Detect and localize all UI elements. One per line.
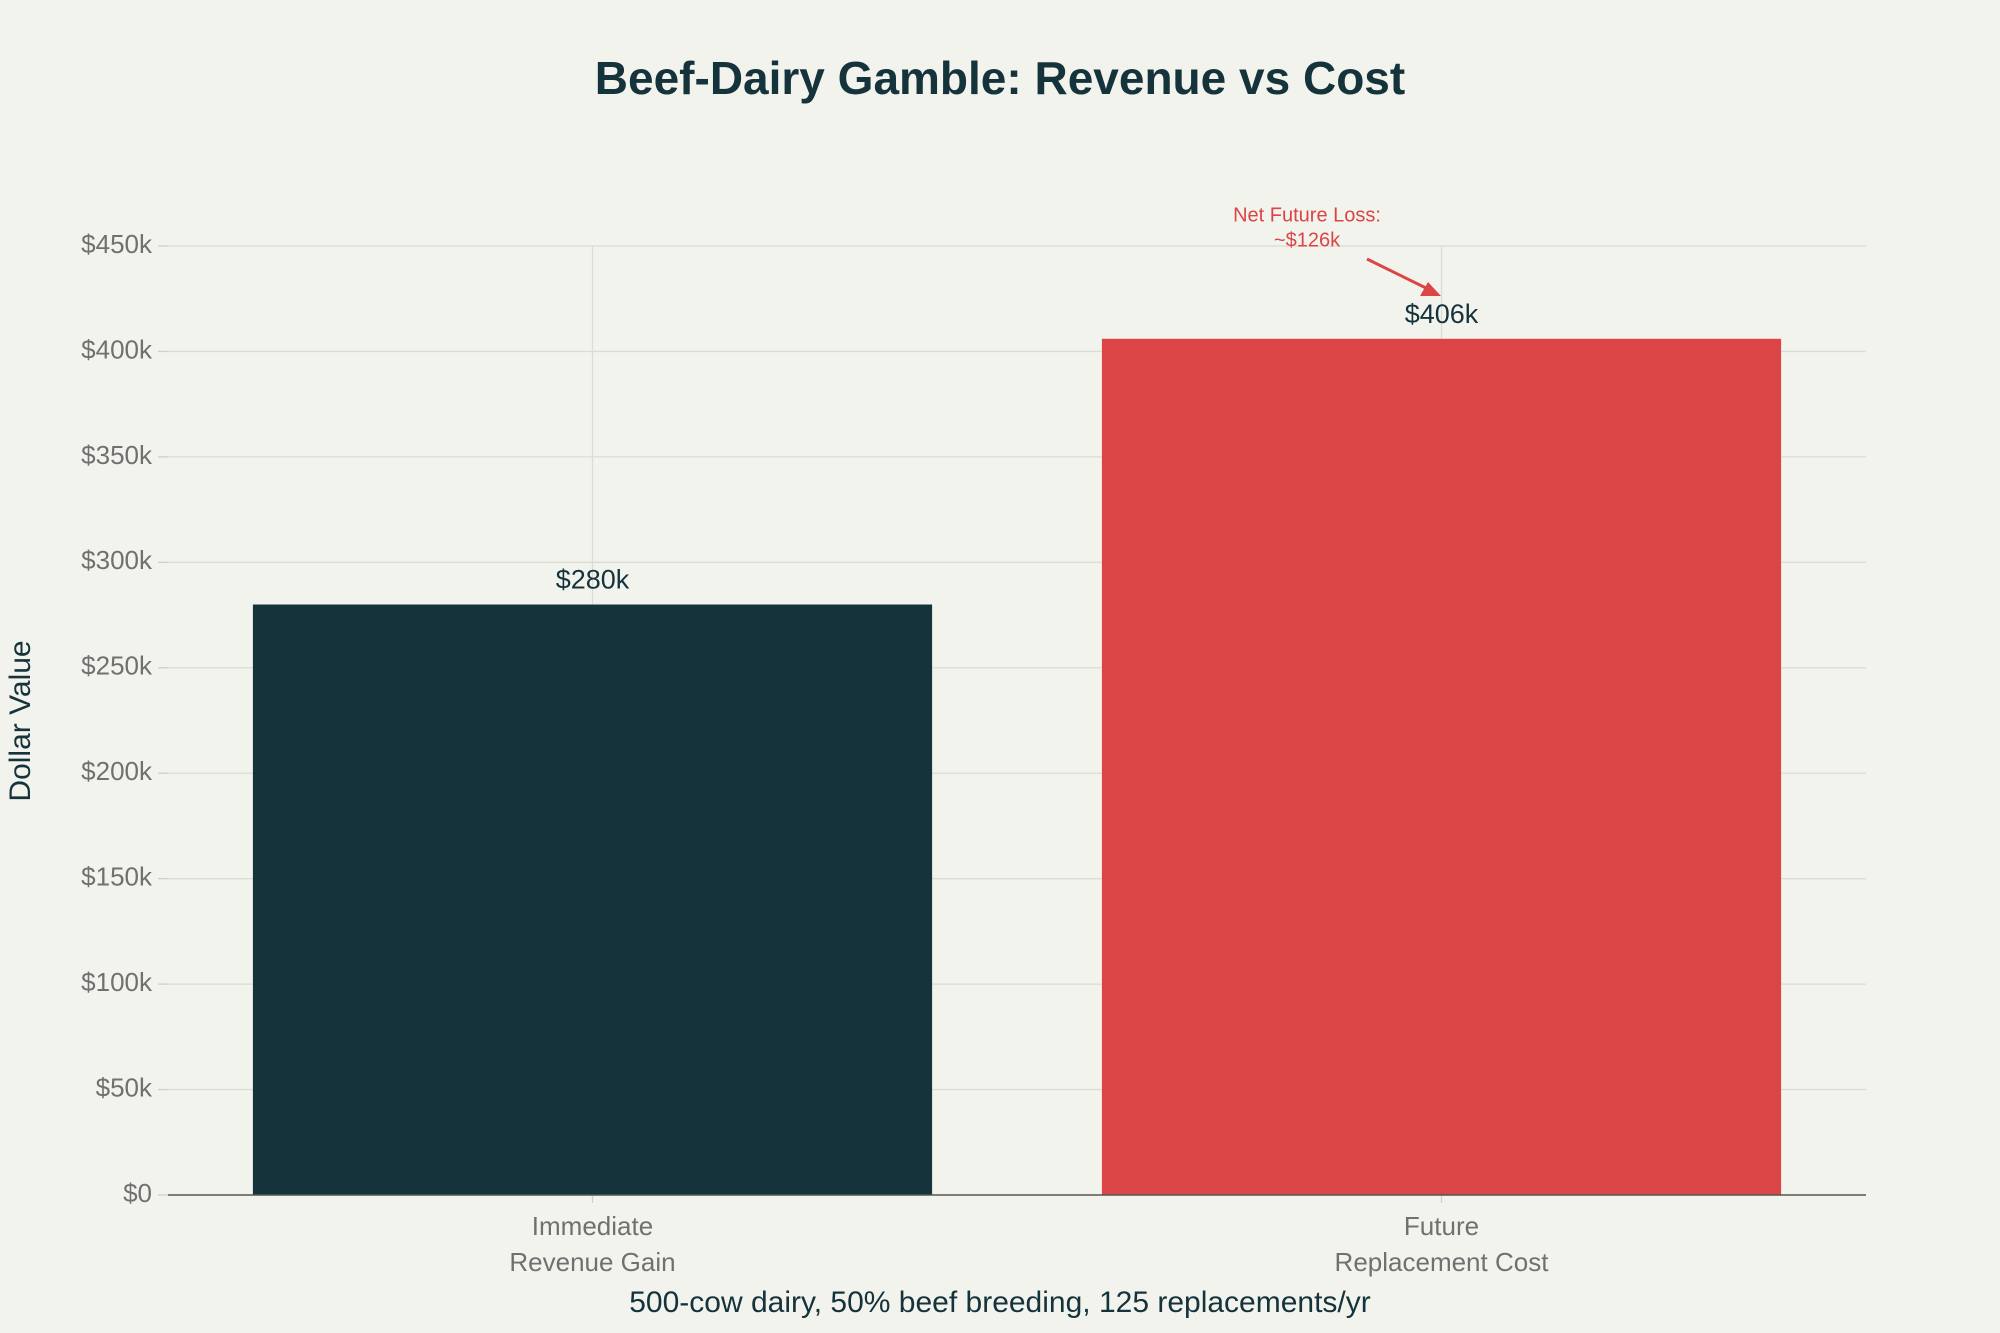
y-tick-label: $200k: [81, 756, 153, 786]
x-axis-title: 500-cow dairy, 50% beef breeding, 125 re…: [629, 1286, 1371, 1319]
chart-title: Beef-Dairy Gamble: Revenue vs Cost: [595, 52, 1405, 104]
y-tick-label: $350k: [81, 440, 153, 470]
bar: [1101, 338, 1782, 1195]
bar: [252, 604, 933, 1195]
annotation-arrowhead: [1420, 282, 1441, 296]
annotation-arrow: [1366, 257, 1431, 292]
y-tick-label: $250k: [81, 651, 153, 681]
y-tick-label: $0: [123, 1178, 152, 1208]
y-tick-label: $50k: [96, 1072, 153, 1102]
annotation-text: ~$126k: [1274, 229, 1341, 251]
x-tick-label: Immediate: [532, 1211, 653, 1241]
y-tick-label: $150k: [81, 862, 153, 892]
y-axis-title: Dollar Value: [4, 640, 37, 801]
x-tick-label: Replacement Cost: [1335, 1247, 1550, 1277]
y-tick-label: $300k: [81, 545, 153, 575]
value-label: $406k: [1405, 299, 1479, 329]
y-tick-label: $450k: [81, 229, 153, 259]
y-tick-label: $100k: [81, 967, 153, 997]
value-label: $280k: [556, 565, 630, 595]
y-tick-label: $400k: [81, 334, 153, 364]
x-tick-label: Future: [1404, 1211, 1479, 1241]
x-tick-label: Revenue Gain: [509, 1247, 675, 1277]
annotation-text: Net Future Loss:: [1233, 204, 1381, 226]
annotation: Net Future Loss: ~$126k: [1233, 204, 1441, 296]
